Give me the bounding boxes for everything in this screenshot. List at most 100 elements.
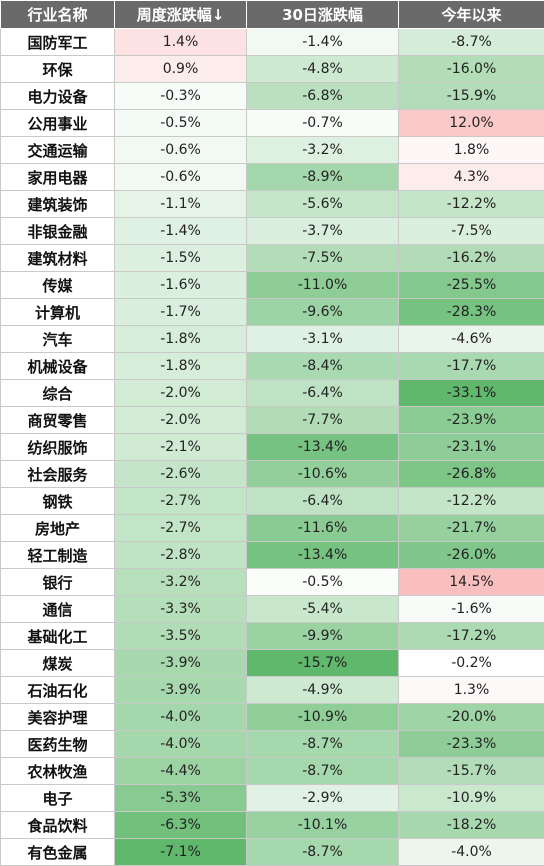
- cell-30d-change: -5.4%: [247, 596, 399, 623]
- cell-industry-name: 环保: [1, 56, 115, 83]
- cell-ytd-change: -1.6%: [399, 596, 544, 623]
- cell-ytd-change: -15.9%: [399, 83, 544, 110]
- table-row: 计算机-1.7%-9.6%-28.3%: [1, 299, 544, 326]
- cell-industry-name: 轻工制造: [1, 542, 115, 569]
- cell-weekly-change: -3.3%: [115, 596, 247, 623]
- cell-ytd-change: -17.7%: [399, 353, 544, 380]
- cell-30d-change: -11.6%: [247, 515, 399, 542]
- cell-ytd-change: -23.1%: [399, 434, 544, 461]
- cell-ytd-change: 12.0%: [399, 110, 544, 137]
- cell-ytd-change: -12.2%: [399, 488, 544, 515]
- cell-30d-change: -0.5%: [247, 569, 399, 596]
- cell-weekly-change: -0.5%: [115, 110, 247, 137]
- table-row: 有色金属-7.1%-8.7%-4.0%: [1, 839, 544, 866]
- cell-industry-name: 有色金属: [1, 839, 115, 866]
- table-row: 农林牧渔-4.4%-8.7%-15.7%: [1, 758, 544, 785]
- cell-ytd-change: -25.5%: [399, 272, 544, 299]
- header-weekly-change[interactable]: 周度涨跌幅↓: [115, 1, 247, 29]
- cell-industry-name: 传媒: [1, 272, 115, 299]
- cell-ytd-change: 4.3%: [399, 164, 544, 191]
- cell-industry-name: 电力设备: [1, 83, 115, 110]
- cell-ytd-change: -21.7%: [399, 515, 544, 542]
- cell-industry-name: 建筑材料: [1, 245, 115, 272]
- cell-30d-change: -8.7%: [247, 731, 399, 758]
- cell-weekly-change: -6.3%: [115, 812, 247, 839]
- cell-30d-change: -4.8%: [247, 56, 399, 83]
- cell-ytd-change: -16.0%: [399, 56, 544, 83]
- table-row: 食品饮料-6.3%-10.1%-18.2%: [1, 812, 544, 839]
- cell-weekly-change: 1.4%: [115, 29, 247, 56]
- cell-industry-name: 社会服务: [1, 461, 115, 488]
- cell-weekly-change: -1.7%: [115, 299, 247, 326]
- table-row: 机械设备-1.8%-8.4%-17.7%: [1, 353, 544, 380]
- cell-weekly-change: -2.0%: [115, 407, 247, 434]
- cell-industry-name: 电子: [1, 785, 115, 812]
- cell-industry-name: 纺织服饰: [1, 434, 115, 461]
- cell-weekly-change: -1.8%: [115, 353, 247, 380]
- cell-industry-name: 公用事业: [1, 110, 115, 137]
- table-row: 电力设备-0.3%-6.8%-15.9%: [1, 83, 544, 110]
- cell-30d-change: -2.9%: [247, 785, 399, 812]
- cell-30d-change: -6.8%: [247, 83, 399, 110]
- cell-30d-change: -1.4%: [247, 29, 399, 56]
- cell-weekly-change: -3.9%: [115, 677, 247, 704]
- cell-weekly-change: -4.0%: [115, 704, 247, 731]
- cell-industry-name: 基础化工: [1, 623, 115, 650]
- header-industry-name[interactable]: 行业名称: [1, 1, 115, 29]
- cell-industry-name: 医药生物: [1, 731, 115, 758]
- cell-weekly-change: -0.6%: [115, 164, 247, 191]
- cell-weekly-change: -3.5%: [115, 623, 247, 650]
- cell-ytd-change: -18.2%: [399, 812, 544, 839]
- cell-weekly-change: -2.7%: [115, 515, 247, 542]
- cell-30d-change: -5.6%: [247, 191, 399, 218]
- cell-30d-change: -10.1%: [247, 812, 399, 839]
- cell-ytd-change: 1.8%: [399, 137, 544, 164]
- cell-ytd-change: -20.0%: [399, 704, 544, 731]
- table-row: 综合-2.0%-6.4%-33.1%: [1, 380, 544, 407]
- table-row: 钢铁-2.7%-6.4%-12.2%: [1, 488, 544, 515]
- cell-industry-name: 建筑装饰: [1, 191, 115, 218]
- cell-30d-change: -9.6%: [247, 299, 399, 326]
- cell-ytd-change: -33.1%: [399, 380, 544, 407]
- cell-30d-change: -11.0%: [247, 272, 399, 299]
- cell-ytd-change: -0.2%: [399, 650, 544, 677]
- cell-industry-name: 煤炭: [1, 650, 115, 677]
- cell-weekly-change: -7.1%: [115, 839, 247, 866]
- cell-weekly-change: 0.9%: [115, 56, 247, 83]
- header-ytd-change[interactable]: 今年以来: [399, 1, 544, 29]
- header-30d-change[interactable]: 30日涨跌幅: [247, 1, 399, 29]
- cell-30d-change: -3.1%: [247, 326, 399, 353]
- cell-30d-change: -0.7%: [247, 110, 399, 137]
- cell-weekly-change: -2.0%: [115, 380, 247, 407]
- cell-30d-change: -4.9%: [247, 677, 399, 704]
- cell-weekly-change: -4.0%: [115, 731, 247, 758]
- cell-industry-name: 计算机: [1, 299, 115, 326]
- cell-weekly-change: -0.3%: [115, 83, 247, 110]
- cell-30d-change: -6.4%: [247, 380, 399, 407]
- cell-industry-name: 食品饮料: [1, 812, 115, 839]
- cell-ytd-change: -23.3%: [399, 731, 544, 758]
- cell-weekly-change: -3.2%: [115, 569, 247, 596]
- cell-30d-change: -3.2%: [247, 137, 399, 164]
- cell-ytd-change: 1.3%: [399, 677, 544, 704]
- cell-ytd-change: -15.7%: [399, 758, 544, 785]
- cell-weekly-change: -3.9%: [115, 650, 247, 677]
- table-row: 银行-3.2%-0.5%14.5%: [1, 569, 544, 596]
- table-row: 通信-3.3%-5.4%-1.6%: [1, 596, 544, 623]
- table-row: 建筑装饰-1.1%-5.6%-12.2%: [1, 191, 544, 218]
- table-row: 公用事业-0.5%-0.7%12.0%: [1, 110, 544, 137]
- table-row: 汽车-1.8%-3.1%-4.6%: [1, 326, 544, 353]
- cell-ytd-change: -23.9%: [399, 407, 544, 434]
- cell-industry-name: 家用电器: [1, 164, 115, 191]
- cell-30d-change: -3.7%: [247, 218, 399, 245]
- cell-ytd-change: -4.6%: [399, 326, 544, 353]
- cell-30d-change: -8.4%: [247, 353, 399, 380]
- cell-weekly-change: -2.6%: [115, 461, 247, 488]
- cell-weekly-change: -5.3%: [115, 785, 247, 812]
- cell-30d-change: -6.4%: [247, 488, 399, 515]
- table-row: 基础化工-3.5%-9.9%-17.2%: [1, 623, 544, 650]
- cell-30d-change: -8.7%: [247, 758, 399, 785]
